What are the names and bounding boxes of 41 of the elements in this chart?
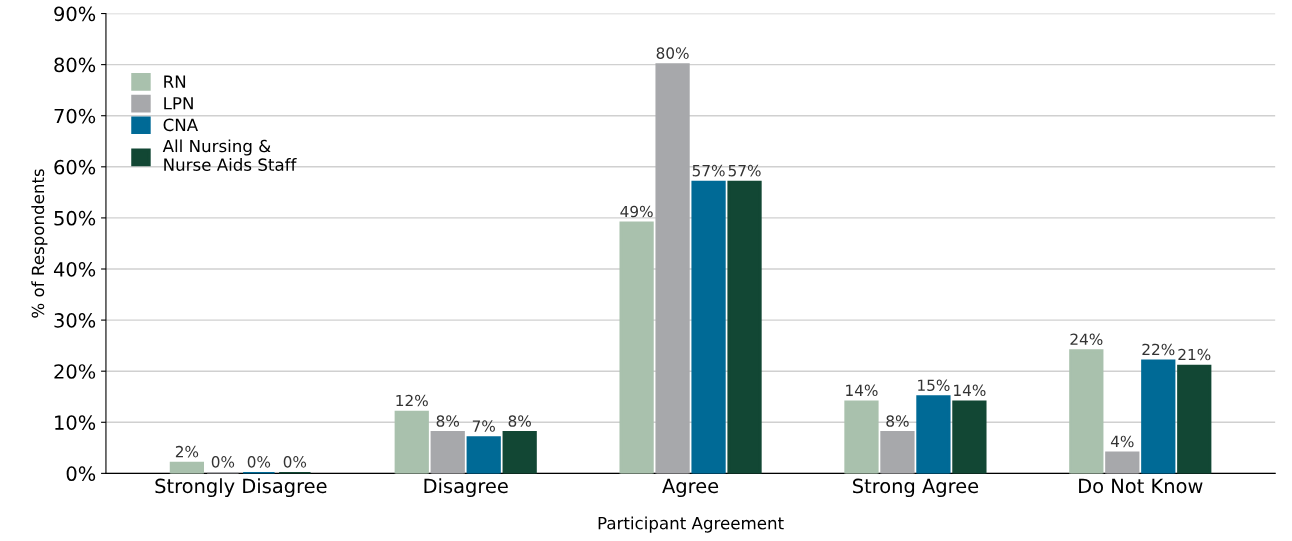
data-label: 0% [211,456,235,468]
legend-label: RN [164,75,186,88]
y-tick-label: 70% [54,108,96,124]
data-label: 14% [846,384,878,397]
x-tick-label: Strongly Disagree [155,478,327,498]
data-label: 12% [396,394,428,407]
x-axis-title: Participant Agreement [598,516,784,533]
data-label: 8% [886,415,909,427]
data-label: 7% [472,420,495,432]
y-tick-label: 20% [54,364,96,379]
data-label: 22% [1142,343,1175,356]
data-label: 57% [692,164,725,177]
legend-label: All Nursing & Nurse Aids Staff [162,139,297,171]
x-tick-label: Do Not Know [1079,478,1203,494]
y-tick-label: 90% [54,6,96,22]
data-label: 24% [1070,333,1103,346]
legend-label: LPN [164,97,193,110]
data-label: 0% [283,456,307,468]
data-label: 15% [918,379,950,391]
x-tick-label: Disagree [424,478,508,498]
data-label: 49% [620,205,653,218]
y-tick-label: 40% [53,261,96,277]
x-tick-label: Strong Agree [853,478,979,498]
data-label: 4% [1110,435,1134,448]
data-label: 8% [508,415,531,427]
y-tick-label: 50% [54,210,96,226]
data-label: 2% [175,445,199,458]
data-label: 57% [728,164,761,177]
y-tick-label: 60% [54,159,96,175]
data-label: 8% [436,415,459,427]
data-label: 14% [954,384,986,397]
y-tick-label: 30% [54,313,96,328]
y-tick-label: 80% [54,57,96,73]
data-label: 80% [656,47,689,59]
data-label: 21% [1178,348,1211,361]
y-tick-label: 10% [55,415,96,430]
y-tick-label: 0% [66,466,96,482]
x-tick-label: Agree [662,478,719,498]
data-label: 0% [247,456,271,468]
y-axis-title: % of Respondents [31,169,48,318]
legend-label: CNA [163,118,198,132]
